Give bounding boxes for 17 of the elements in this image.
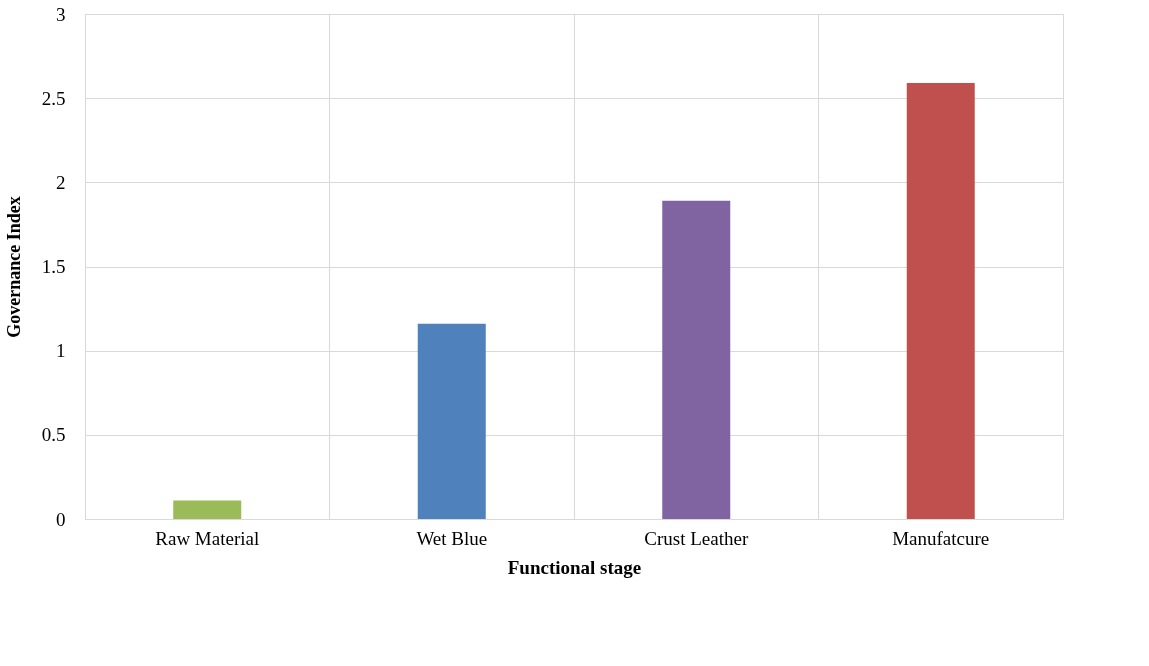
x-tick-label: Crust Leather: [644, 527, 749, 549]
y-tick-label: 3: [56, 3, 66, 25]
bar: [173, 500, 242, 519]
bar: [662, 200, 731, 519]
x-tick-label: Wet Blue: [416, 527, 488, 549]
y-tick-label: 2: [56, 171, 66, 193]
y-tick-label: 2.5: [41, 87, 66, 109]
x-tick-label: Manufatcure: [892, 527, 990, 549]
bar: [906, 83, 975, 519]
y-tick-label: 0.5: [41, 424, 66, 446]
y-tick-label: 1: [56, 340, 66, 362]
bar: [417, 323, 486, 519]
y-axis-title: Governance Index: [3, 196, 24, 338]
y-tick-label: 1.5: [41, 256, 66, 277]
x-axis-title: Functional stage: [507, 556, 642, 578]
y-tick-label: 0: [56, 508, 66, 530]
x-tick-label: Raw Material: [155, 527, 260, 549]
